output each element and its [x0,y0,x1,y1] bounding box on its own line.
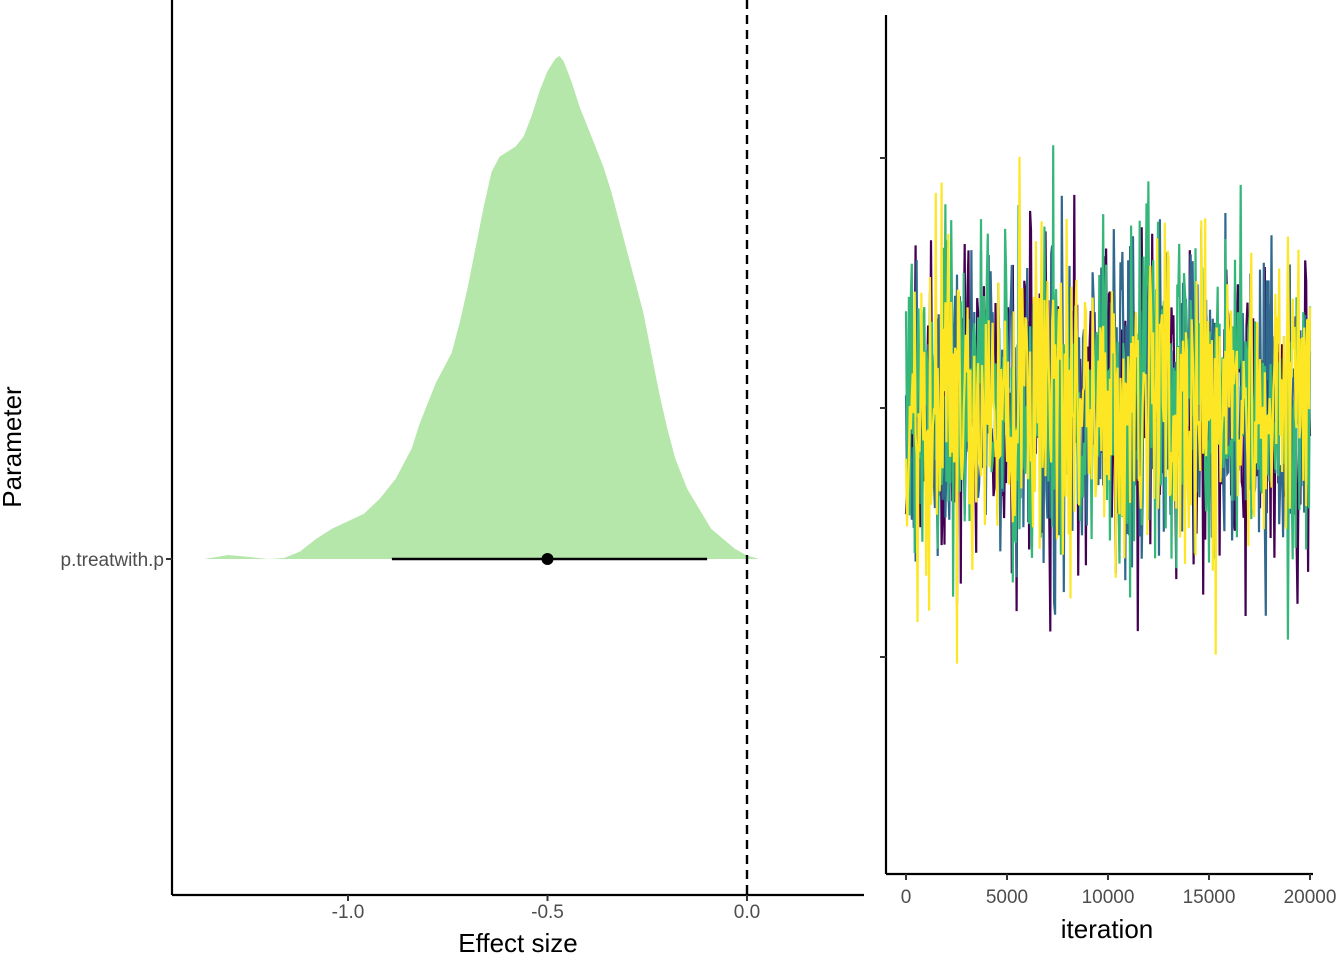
right-x-tick-label: 20000 [1284,887,1337,908]
left-x-tick-label: -1.0 [332,902,365,923]
trace-chain-3 [904,145,1312,640]
trace-chain-4 [904,156,1312,664]
left-x-tick-label: -0.5 [531,902,564,923]
point-estimate-marker [541,553,554,565]
left-x-tick-label: 0.0 [734,902,760,923]
right-x-tick-label: 0 [901,887,912,908]
right-x-tick-label: 15000 [1183,887,1236,908]
right-y-ticks [880,157,886,658]
posterior-density-area [204,56,835,559]
left-y-axis-title: Parameter [0,386,27,508]
trace-plot-panel: 0 5000 10000 15000 20000 iteration [880,15,1336,944]
right-x-tick-label: 10000 [1082,887,1135,908]
right-x-ticks: 0 5000 10000 15000 20000 [901,874,1337,908]
left-x-ticks: -1.0 -0.5 0.0 [332,895,760,923]
trace-chains [904,145,1312,664]
posterior-density-panel: -1.0 -0.5 0.0 p.treatwith.p Effect size Pa… [0,0,864,958]
left-x-axis-title: Effect size [458,928,577,958]
left-y-tick-label: p.treatwith.p [61,550,165,571]
right-x-axis-title: iteration [1061,914,1154,944]
left-y-categories: p.treatwith.p [61,550,172,571]
right-x-tick-label: 5000 [986,887,1028,908]
